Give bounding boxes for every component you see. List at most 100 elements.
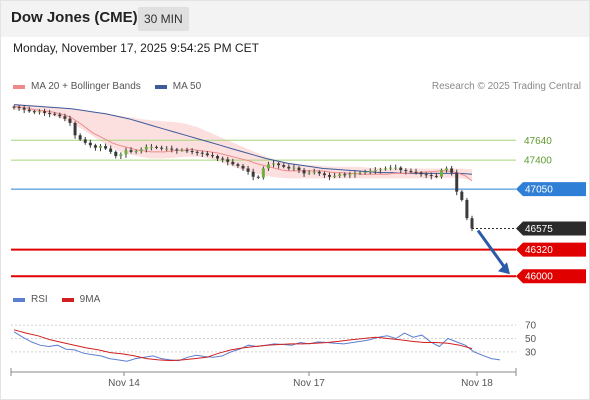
legend-item-ma50: MA 50 <box>154 81 202 92</box>
candle-body <box>124 150 128 155</box>
price-label-tag-47050 <box>516 182 586 197</box>
candle-body <box>277 163 281 166</box>
ma50-line <box>13 104 473 175</box>
candle-body <box>368 170 372 172</box>
timeframe-button[interactable]: 30 MIN <box>138 7 189 31</box>
candlestick-layer <box>12 105 474 232</box>
candle-body <box>93 145 97 148</box>
candle-body <box>17 107 21 109</box>
9ma-swatch-icon <box>61 297 74 302</box>
candle-body <box>261 168 265 178</box>
legend-label-rsi: RSI <box>31 294 48 305</box>
candle-body <box>272 163 276 165</box>
price-label-46320: 46320 <box>516 242 586 257</box>
legend-label-ma50: MA 50 <box>172 81 202 92</box>
candle-body <box>424 174 428 176</box>
x-tick-label: Nov 17 <box>293 378 325 389</box>
projection-layer <box>476 229 510 275</box>
candle-body <box>139 149 143 152</box>
price-label-text-46575: 46575 <box>525 224 553 235</box>
candle-body <box>373 170 377 172</box>
candle-body <box>353 173 357 175</box>
candle-body <box>144 146 148 150</box>
candle-body <box>205 153 209 156</box>
candle-body <box>190 151 194 153</box>
candle-body <box>175 149 179 151</box>
candle-body <box>78 135 82 140</box>
candle-body <box>114 151 118 157</box>
candle-body <box>221 158 225 160</box>
bollinger-band-layer <box>14 103 472 181</box>
candle-body <box>383 168 387 170</box>
candle-body <box>119 154 123 157</box>
candle-body <box>404 170 408 172</box>
candle-body <box>307 172 311 174</box>
candle-body <box>338 174 342 176</box>
candle-body <box>439 170 443 177</box>
candle-body <box>104 146 108 149</box>
candle-body <box>455 172 459 192</box>
instrument-title: Dow Jones (CME) <box>11 9 138 26</box>
candle-body <box>251 171 255 177</box>
projection-arrow-head-icon <box>498 262 510 275</box>
rsi-tick-label-30: 30 <box>525 347 537 358</box>
price-level-layer <box>11 139 516 278</box>
rsi-legend: RSI 9MA <box>13 294 100 305</box>
candle-body <box>160 147 164 149</box>
candle-body <box>185 150 189 152</box>
candle-body <box>465 199 469 219</box>
legend-label-ma20: MA 20 + Bollinger Bands <box>31 81 141 92</box>
rsi-tick-label-70: 70 <box>525 321 537 332</box>
candle-body <box>389 167 393 169</box>
candle-body <box>165 148 169 150</box>
candle-body <box>170 148 174 150</box>
candle-body <box>414 171 418 173</box>
candle-body <box>43 111 47 113</box>
moving-average-layer <box>13 104 473 182</box>
x-tick-label: Nov 14 <box>108 378 140 389</box>
candle-body <box>328 175 332 177</box>
price-label-tag-46575 <box>516 221 586 236</box>
candle-body <box>302 170 306 174</box>
candle-body <box>470 218 474 229</box>
candle-body <box>226 159 230 162</box>
candle-body <box>429 175 433 177</box>
candle-body <box>312 171 316 173</box>
price-label-46575: 46575 <box>516 221 586 236</box>
candle-body <box>231 161 235 165</box>
candle-body <box>399 167 403 171</box>
candle-body <box>22 107 26 110</box>
price-label-text-46320: 46320 <box>525 245 553 256</box>
candle-body <box>180 150 184 152</box>
candle-body <box>419 172 423 175</box>
header-bar <box>1 1 589 37</box>
price-label-tag-46000 <box>516 269 586 284</box>
candle-body <box>358 172 362 174</box>
candle-body <box>256 176 260 178</box>
ma50-swatch-icon <box>154 84 167 89</box>
candle-body <box>154 146 158 148</box>
candle-body <box>129 150 133 152</box>
candle-body <box>200 152 204 154</box>
candle-body <box>363 171 367 173</box>
rsi-ma-line <box>13 329 473 362</box>
candle-body <box>216 156 220 159</box>
candle-body <box>63 116 67 119</box>
x-axis: Nov 14 Nov 17 Nov 18 <box>10 368 517 389</box>
candle-body <box>12 106 16 108</box>
price-legend: MA 20 + Bollinger Bands MA 50 <box>13 81 201 92</box>
candle-body <box>322 173 326 176</box>
candle-body <box>149 146 153 148</box>
candle-body <box>394 167 398 169</box>
price-label-text-47050: 47050 <box>525 185 553 196</box>
candle-body <box>88 142 92 146</box>
candle-body <box>409 170 413 172</box>
candle-body <box>282 165 286 167</box>
candle-body <box>378 169 382 171</box>
candle-body <box>83 139 87 143</box>
legend-item-ma20: MA 20 + Bollinger Bands <box>13 81 141 92</box>
candle-body <box>297 167 301 171</box>
rsi-swatch-icon <box>13 297 25 302</box>
price-label-tag-46320 <box>516 242 586 257</box>
